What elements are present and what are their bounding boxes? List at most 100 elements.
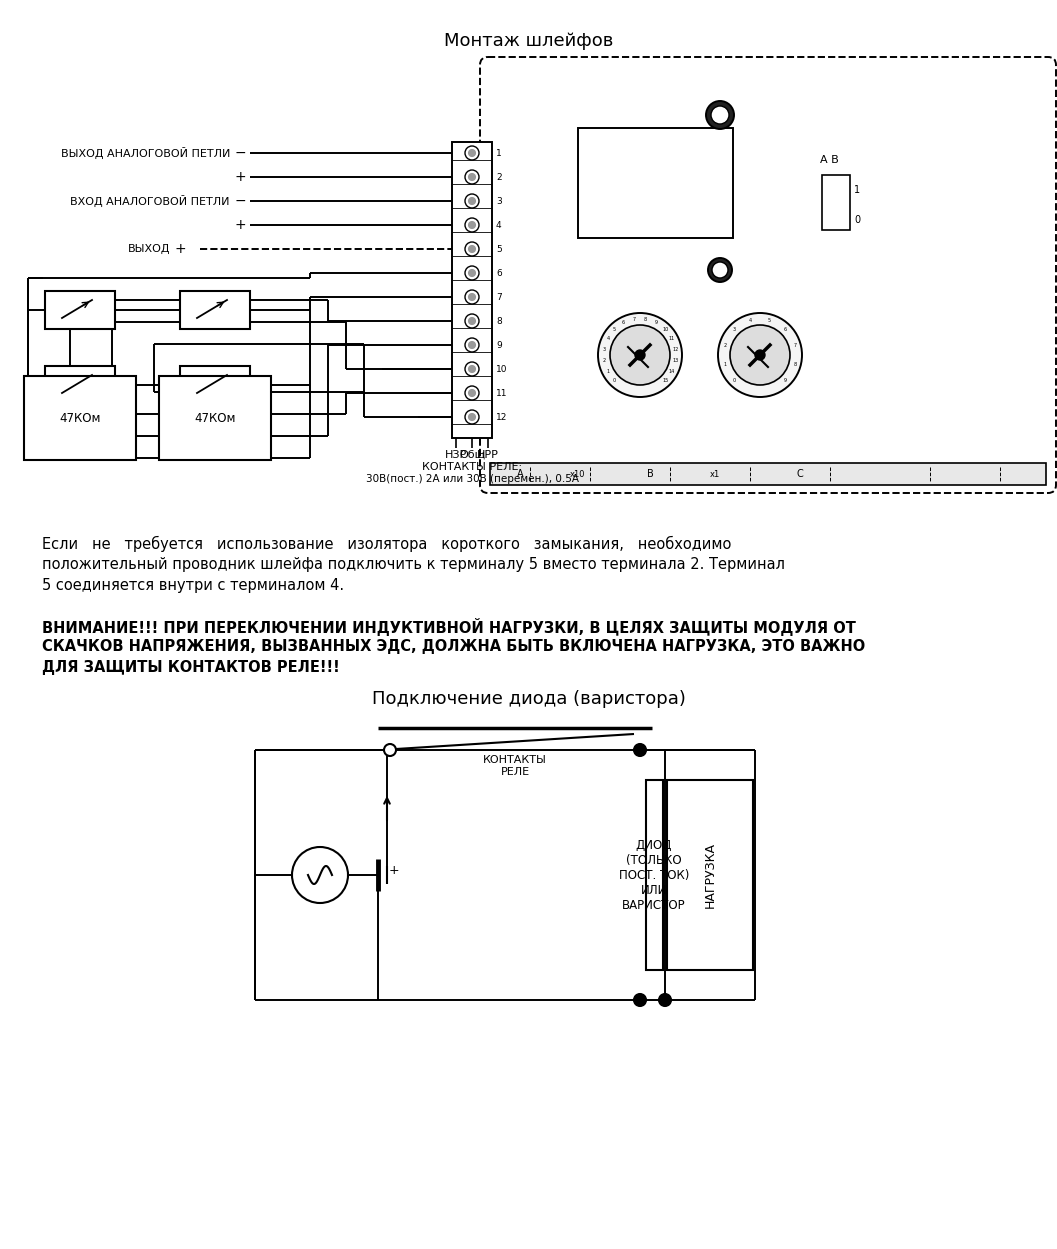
Text: B: B bbox=[647, 470, 653, 480]
Text: 7: 7 bbox=[633, 317, 636, 322]
Circle shape bbox=[706, 101, 734, 129]
Circle shape bbox=[634, 744, 646, 756]
Text: ВЫХОД: ВЫХОД bbox=[128, 244, 170, 254]
Bar bbox=[45, 366, 115, 403]
Text: 3: 3 bbox=[496, 196, 502, 206]
Text: 6: 6 bbox=[784, 327, 787, 332]
Text: 15: 15 bbox=[663, 378, 669, 383]
Text: 8: 8 bbox=[644, 317, 647, 322]
Text: 1: 1 bbox=[854, 185, 860, 195]
Bar bbox=[180, 291, 251, 328]
Text: 0: 0 bbox=[733, 378, 736, 383]
Circle shape bbox=[598, 313, 682, 397]
Text: 6: 6 bbox=[623, 321, 626, 326]
Circle shape bbox=[465, 194, 479, 209]
Text: ДИОД
(ТОЛЬКО
ПОСТ. ТОК)
ИЛИ
ВАРИСТОР: ДИОД (ТОЛЬКО ПОСТ. ТОК) ИЛИ ВАРИСТОР bbox=[618, 838, 689, 912]
Circle shape bbox=[465, 313, 479, 328]
Text: 2: 2 bbox=[602, 358, 606, 363]
Text: 7: 7 bbox=[793, 343, 796, 348]
Circle shape bbox=[708, 259, 733, 282]
Circle shape bbox=[384, 744, 396, 756]
Text: A B: A B bbox=[820, 155, 839, 165]
Text: 1: 1 bbox=[724, 362, 727, 367]
Text: x1: x1 bbox=[710, 470, 720, 478]
Circle shape bbox=[468, 270, 476, 276]
Text: 9: 9 bbox=[655, 321, 657, 326]
Text: +: + bbox=[235, 170, 246, 184]
Text: 0: 0 bbox=[854, 215, 860, 225]
Text: +: + bbox=[174, 242, 186, 256]
Text: КОНТАКТЫ РЕЛЕ:: КОНТАКТЫ РЕЛЕ: bbox=[422, 462, 522, 472]
Text: 0: 0 bbox=[613, 378, 616, 383]
Circle shape bbox=[292, 847, 348, 903]
Text: 9: 9 bbox=[784, 378, 787, 383]
Text: ВЫХОД АНАЛОГОВОЙ ПЕТЛИ: ВЫХОД АНАЛОГОВОЙ ПЕТЛИ bbox=[60, 147, 230, 159]
Text: A: A bbox=[517, 470, 523, 480]
Text: −: − bbox=[235, 146, 246, 160]
Text: 5: 5 bbox=[613, 327, 616, 332]
Circle shape bbox=[465, 170, 479, 184]
Text: Общ: Общ bbox=[459, 450, 485, 460]
Text: x10: x10 bbox=[570, 470, 586, 478]
Text: 7: 7 bbox=[496, 292, 502, 301]
Circle shape bbox=[468, 341, 476, 348]
Text: 6: 6 bbox=[496, 269, 502, 277]
Text: 30В(пост.) 2А или 30В (перемен.), 0.5А: 30В(пост.) 2А или 30В (перемен.), 0.5А bbox=[366, 475, 578, 485]
Text: 4: 4 bbox=[607, 336, 610, 341]
Text: 3: 3 bbox=[602, 347, 606, 352]
Text: −: − bbox=[235, 194, 246, 209]
Text: C: C bbox=[797, 470, 803, 480]
Text: КОНТАКТЫ
РЕЛЕ: КОНТАКТЫ РЕЛЕ bbox=[483, 754, 546, 777]
FancyBboxPatch shape bbox=[480, 57, 1056, 493]
Text: 8: 8 bbox=[496, 316, 502, 326]
Text: Подключение диода (варистора): Подключение диода (варистора) bbox=[372, 689, 685, 708]
Bar bbox=[45, 291, 115, 328]
Text: 11: 11 bbox=[669, 336, 675, 341]
Text: 4: 4 bbox=[496, 221, 502, 230]
Text: 11: 11 bbox=[496, 388, 507, 397]
Circle shape bbox=[468, 246, 476, 252]
Circle shape bbox=[718, 313, 802, 397]
Circle shape bbox=[465, 219, 479, 232]
Text: +: + bbox=[389, 863, 400, 877]
Text: Если   не   требуется   использование   изолятора   короткого   замыкания,   нео: Если не требуется использование изолятор… bbox=[42, 536, 731, 552]
Text: СКАЧКОВ НАПРЯЖЕНИЯ, ВЫЗВАННЫХ ЭДС, ДОЛЖНА БЫТЬ ВКЛЮЧЕНА НАГРУЗКА, ЭТО ВАЖНО: СКАЧКОВ НАПРЯЖЕНИЯ, ВЫЗВАННЫХ ЭДС, ДОЛЖН… bbox=[42, 639, 866, 654]
Circle shape bbox=[465, 362, 479, 376]
Bar bbox=[578, 127, 733, 239]
Circle shape bbox=[610, 325, 670, 385]
Text: 12: 12 bbox=[672, 347, 679, 352]
Text: 9: 9 bbox=[496, 341, 502, 350]
Circle shape bbox=[634, 994, 646, 1005]
Circle shape bbox=[465, 290, 479, 304]
Text: 1: 1 bbox=[496, 149, 502, 157]
Bar bbox=[490, 463, 1046, 485]
Text: 12: 12 bbox=[496, 412, 507, 421]
Circle shape bbox=[468, 221, 476, 229]
Circle shape bbox=[712, 262, 728, 279]
Circle shape bbox=[468, 294, 476, 301]
Circle shape bbox=[465, 338, 479, 352]
Text: НРР: НРР bbox=[477, 450, 499, 460]
Circle shape bbox=[468, 413, 476, 421]
Text: 10: 10 bbox=[663, 327, 669, 332]
Circle shape bbox=[468, 390, 476, 396]
Text: НАГРУЗКА: НАГРУЗКА bbox=[704, 842, 717, 908]
Circle shape bbox=[468, 317, 476, 325]
Circle shape bbox=[465, 386, 479, 400]
Text: положительный проводник шлейфа подключить к терминалу 5 вместо терминала 2. Терм: положительный проводник шлейфа подключит… bbox=[42, 557, 785, 572]
Bar bbox=[667, 779, 753, 970]
Text: 10: 10 bbox=[496, 365, 507, 373]
Bar bbox=[452, 142, 492, 438]
Text: 13: 13 bbox=[672, 358, 679, 363]
Text: 47КОм: 47КОм bbox=[59, 411, 100, 425]
Text: ВХОД АНАЛОГОВОЙ ПЕТЛИ: ВХОД АНАЛОГОВОЙ ПЕТЛИ bbox=[71, 195, 230, 207]
Text: НЗР: НЗР bbox=[445, 450, 467, 460]
Text: 47КОм: 47КОм bbox=[194, 411, 236, 425]
Circle shape bbox=[465, 410, 479, 423]
Text: +: + bbox=[235, 219, 246, 232]
Circle shape bbox=[465, 242, 479, 256]
Circle shape bbox=[468, 366, 476, 372]
Text: Монтаж шлейфов: Монтаж шлейфов bbox=[444, 32, 613, 50]
Circle shape bbox=[635, 350, 645, 360]
Text: 5: 5 bbox=[496, 245, 502, 254]
